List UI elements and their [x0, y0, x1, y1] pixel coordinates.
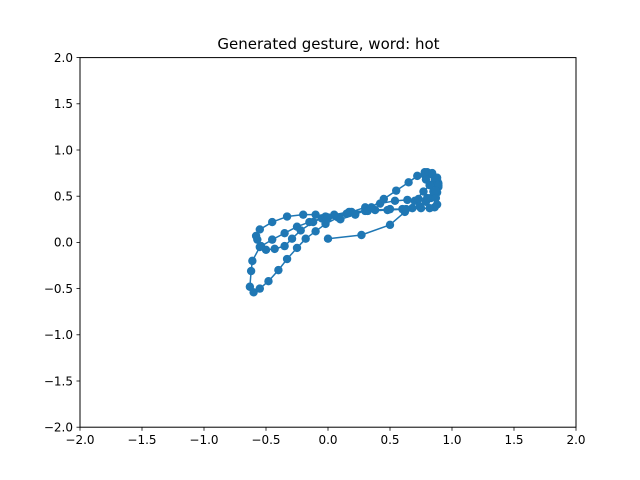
gesture-point — [296, 226, 305, 235]
gesture-point — [385, 220, 395, 230]
x-tick-label: −2.0 — [65, 433, 94, 447]
gesture-point — [336, 215, 345, 224]
gesture-point — [351, 210, 360, 219]
gesture-point — [311, 210, 320, 219]
gesture-point — [274, 265, 283, 275]
gesture-point — [311, 227, 320, 236]
gesture-point — [256, 241, 266, 251]
gesture-point — [270, 244, 279, 254]
y-tick-label: 1.0 — [54, 143, 73, 157]
x-tick-label: −1.5 — [127, 433, 156, 447]
gesture-point — [416, 204, 426, 213]
gesture-point — [419, 187, 428, 196]
y-tick-label: −1.0 — [44, 328, 73, 342]
x-tick-label: 1.5 — [504, 433, 523, 447]
gesture-point — [292, 243, 302, 253]
gesture-point — [408, 204, 417, 213]
gesture-point — [390, 196, 400, 206]
gesture-point — [323, 213, 333, 222]
gesture-point — [323, 234, 333, 243]
gesture-point — [357, 230, 366, 240]
gesture-point — [287, 234, 297, 243]
y-tick-label: −2.0 — [44, 421, 73, 435]
gesture-point — [392, 186, 401, 195]
x-tick-label: −0.5 — [251, 433, 280, 447]
x-tick-label: 1.0 — [442, 433, 461, 447]
x-tick-label: 0.0 — [318, 433, 337, 447]
gesture-point — [251, 231, 261, 241]
gesture-point — [379, 194, 388, 204]
gesture-point — [383, 205, 392, 215]
gesture-point — [280, 241, 289, 251]
gesture-point — [413, 171, 422, 181]
gesture-point — [299, 210, 308, 219]
gesture-point — [431, 186, 441, 195]
gesture-point — [367, 203, 376, 212]
gesture-point — [414, 194, 423, 204]
y-tick-label: −0.5 — [44, 282, 73, 296]
y-tick-label: 2.0 — [54, 51, 73, 65]
gesture-point — [403, 195, 412, 205]
gesture-point — [282, 254, 292, 264]
gesture-point — [321, 219, 330, 229]
gesture-point — [280, 228, 289, 238]
gesture-point — [264, 277, 273, 286]
y-tick-label: 1.5 — [54, 97, 73, 111]
y-tick-label: −1.5 — [44, 374, 73, 388]
y-axis: −2.0 −1.5 −1.0 −0.5 0.0 0.5 1.0 1.5 2.0 — [44, 51, 80, 435]
y-tick-label: 0.0 — [54, 236, 73, 250]
gesture-point — [249, 288, 258, 297]
gesture-point — [248, 256, 257, 266]
gesture-point — [301, 234, 310, 243]
series-layer — [245, 167, 443, 297]
gesture-point — [425, 204, 434, 213]
gesture-point — [431, 193, 441, 203]
x-tick-label: −1.0 — [189, 433, 218, 447]
y-tick-label: 0.5 — [54, 190, 73, 204]
gesture-point — [342, 209, 351, 218]
gesture-point — [401, 204, 411, 214]
gesture-point — [255, 225, 264, 234]
gesture-point — [404, 178, 413, 187]
gesture-point — [268, 217, 277, 227]
x-tick-label: 0.5 — [380, 433, 399, 447]
x-axis: −2.0 −1.5 −1.0 −0.5 0.0 0.5 1.0 1.5 2.0 — [65, 427, 586, 447]
x-tick-label: 2.0 — [566, 433, 585, 447]
gesture-point — [308, 217, 318, 227]
gesture-point — [432, 173, 442, 182]
gesture-point — [255, 284, 264, 293]
chart-title: Generated gesture, word: hot — [217, 35, 439, 53]
gesture-point — [282, 212, 292, 221]
gesture-point — [420, 167, 429, 177]
gesture-point — [268, 235, 277, 244]
gesture-point — [246, 266, 256, 276]
gesture-point — [425, 180, 434, 190]
